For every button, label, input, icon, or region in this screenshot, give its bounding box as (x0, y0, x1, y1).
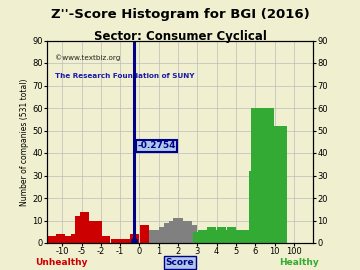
Bar (188, 225, 197, 243)
Bar (63, 238, 73, 243)
Bar (164, 223, 173, 243)
Bar (93, 221, 102, 243)
Bar (231, 230, 240, 243)
Bar (75, 216, 84, 243)
Bar (222, 230, 231, 243)
Bar (241, 230, 250, 243)
Bar (178, 223, 188, 243)
Bar (140, 225, 149, 243)
Bar (202, 232, 212, 243)
Bar (52, 238, 61, 243)
Text: Sector: Consumer Cyclical: Sector: Consumer Cyclical (94, 30, 266, 43)
Bar (168, 221, 178, 243)
Bar (86, 221, 96, 243)
Text: Z''-Score Histogram for BGI (2016): Z''-Score Histogram for BGI (2016) (51, 8, 309, 21)
Bar (111, 238, 120, 243)
Bar (251, 108, 274, 243)
Y-axis label: Number of companies (531 total): Number of companies (531 total) (20, 78, 29, 205)
Bar (174, 218, 183, 243)
Bar (236, 232, 246, 243)
Bar (249, 171, 264, 243)
Bar (212, 230, 221, 243)
Bar (56, 234, 65, 243)
Bar (217, 227, 226, 243)
Bar (246, 238, 255, 243)
Bar (193, 232, 202, 243)
Text: Healthy: Healthy (279, 258, 319, 267)
Bar (67, 236, 77, 243)
Bar (71, 234, 80, 243)
Bar (198, 230, 207, 243)
Bar (258, 126, 287, 243)
Text: Unhealthy: Unhealthy (35, 258, 87, 267)
Bar (120, 238, 130, 243)
Bar (101, 236, 110, 243)
Text: Score: Score (166, 258, 194, 267)
Bar (226, 227, 236, 243)
Bar (130, 234, 139, 243)
Text: ©www.textbiz.org: ©www.textbiz.org (55, 55, 120, 61)
Text: The Research Foundation of SUNY: The Research Foundation of SUNY (55, 73, 194, 79)
Bar (207, 227, 216, 243)
Bar (80, 211, 89, 243)
Bar (149, 230, 158, 243)
Bar (59, 236, 69, 243)
Bar (159, 227, 168, 243)
Bar (48, 236, 57, 243)
Text: -0.2754: -0.2754 (137, 141, 176, 150)
Bar (183, 221, 192, 243)
